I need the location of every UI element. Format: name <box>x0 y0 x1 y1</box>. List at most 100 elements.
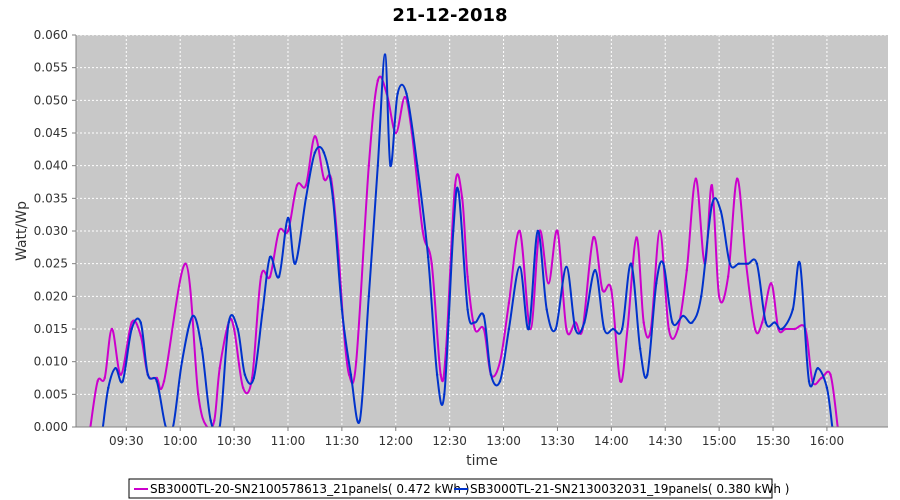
series-1-point <box>430 262 433 265</box>
series-2-point <box>574 327 577 331</box>
series-1-point <box>547 282 550 285</box>
x-tick-label: 12:00 <box>378 434 413 448</box>
series-1-point <box>439 373 442 376</box>
series-1-point <box>793 327 796 331</box>
x-tick-label: 09:30 <box>109 434 144 448</box>
series-2-point <box>466 308 469 311</box>
series-1-point <box>592 236 595 239</box>
series-2-point <box>611 327 615 331</box>
series-1-point <box>610 288 613 291</box>
series-2-point <box>728 262 732 265</box>
series-1-point <box>119 373 123 376</box>
series-2-point <box>452 229 455 233</box>
series-2-point <box>780 327 784 331</box>
y-tick-label: 0.030 <box>34 224 68 238</box>
series-2-point <box>737 262 741 265</box>
series-1-point <box>685 269 688 272</box>
legend-label-series-1: SB3000TL-20-SN2100578613_21panels( 0.472… <box>150 482 469 496</box>
series-1-point <box>735 177 739 180</box>
series-2-point <box>518 265 521 269</box>
series-2-point <box>252 376 255 380</box>
series-2-point <box>565 265 568 269</box>
series-1-point <box>518 229 521 233</box>
series-2-point <box>139 321 142 324</box>
y-tick-label: 0.050 <box>34 93 68 107</box>
series-1-point <box>658 229 661 233</box>
series-2-point <box>294 262 297 265</box>
y-tick-label: 0.055 <box>34 61 68 75</box>
series-1-point <box>676 327 679 331</box>
series-1-point <box>295 184 299 187</box>
x-tick-label: 16:00 <box>810 434 845 448</box>
series-1-point <box>601 288 604 291</box>
series-2-point <box>155 380 158 383</box>
series-1-point <box>304 184 308 187</box>
series-1-point <box>667 327 670 331</box>
y-tick-label: 0.040 <box>34 159 68 173</box>
series-1-point <box>507 301 511 305</box>
series-2-point <box>646 373 649 376</box>
y-tick-label: 0.025 <box>34 257 68 271</box>
series-1-point <box>498 360 502 363</box>
x-tick-label: 14:30 <box>648 434 683 448</box>
series-2-point <box>489 373 493 376</box>
series-2-point <box>764 321 767 324</box>
x-tick-label: 10:00 <box>163 434 198 448</box>
series-2-point <box>473 321 476 324</box>
series-2-point <box>191 314 194 318</box>
legend-label-series-2: SB3000TL-21-SN2130032031_19panels( 0.380… <box>470 482 789 496</box>
series-2-point <box>719 210 723 213</box>
series-2-point <box>691 321 694 324</box>
y-tick-label: 0.060 <box>34 28 68 42</box>
series-2-point <box>816 367 820 370</box>
x-axis-title: time <box>466 453 498 469</box>
series-2-point <box>367 295 370 298</box>
y-tick-label: 0.000 <box>34 420 68 434</box>
x-tick-label: 15:00 <box>702 434 737 448</box>
series-2-point <box>682 314 685 318</box>
series-1-point <box>213 419 216 422</box>
series-2-point <box>180 360 184 363</box>
series-2-point <box>261 308 264 311</box>
axes: 0.000 0.005 0.010 0.015 0.020 0.025 0.030 0.035… <box>34 28 888 448</box>
series-1-point <box>403 95 406 99</box>
series-2-point <box>457 190 460 193</box>
series-2-point <box>277 275 281 278</box>
series-2-point <box>791 308 794 311</box>
series-2-point <box>710 203 714 207</box>
series-1-point <box>355 360 358 363</box>
series-2-point <box>482 314 485 318</box>
series-1-point <box>466 275 469 278</box>
series-1-point <box>820 376 823 380</box>
legend: SB3000TL-20-SN2100578613_21panels( 0.472… <box>128 478 789 499</box>
series-2-point <box>209 419 212 422</box>
series-1-point <box>218 367 221 370</box>
series-2-point <box>114 367 117 370</box>
series-1-point <box>268 275 272 278</box>
series-2-point <box>286 216 290 220</box>
x-tick-label: 11:30 <box>325 434 360 448</box>
series-1-point <box>130 321 133 324</box>
series-2-point <box>416 164 419 167</box>
series-2-point <box>554 327 557 331</box>
series-2-point <box>536 229 539 233</box>
series-1-point <box>784 327 787 331</box>
series-2-point <box>376 164 379 167</box>
series-2-point <box>146 373 150 376</box>
series-1-point <box>642 321 645 324</box>
series-2-point <box>396 92 399 96</box>
series-1-point <box>694 177 697 180</box>
series-1-point <box>241 386 245 389</box>
series-2-point <box>383 53 387 56</box>
y-tick-label: 0.010 <box>34 355 68 369</box>
series-1-point <box>162 380 166 383</box>
x-tick-label: 15:30 <box>756 434 791 448</box>
series-1-point <box>482 327 485 331</box>
series-1-point <box>139 334 142 337</box>
y-tick-label: 0.015 <box>34 322 68 336</box>
series-2-point <box>331 197 335 200</box>
series-1-point <box>277 229 281 233</box>
series-1-point <box>717 295 721 298</box>
series-2-point <box>340 308 344 311</box>
series-1-point <box>761 321 764 324</box>
